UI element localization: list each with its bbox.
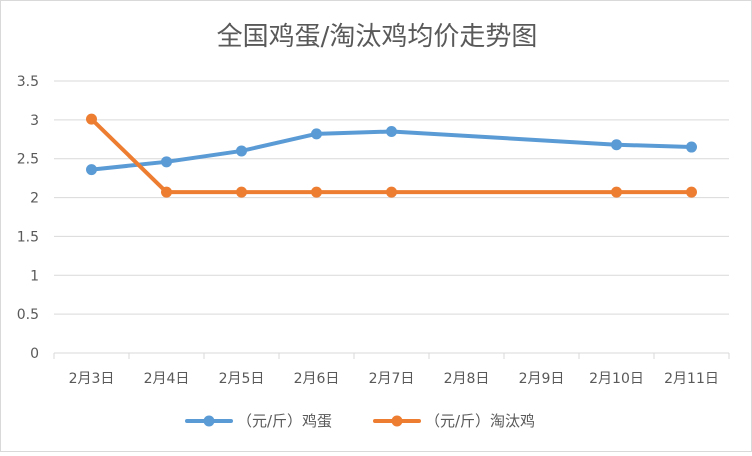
x-tick-label: 2月11日 xyxy=(664,371,719,387)
y-axis-ticks: 0 0.5 1 1.5 2 2.5 3 3.5 xyxy=(17,74,39,362)
x-tick-label: 2月3日 xyxy=(69,371,115,387)
legend: （元/斤）鸡蛋 （元/斤）淘汰鸡 xyxy=(185,412,535,430)
x-tick-label: 2月4日 xyxy=(144,371,190,387)
y-tick-label: 0.5 xyxy=(17,307,39,323)
y-tick-label: 3.5 xyxy=(17,74,39,90)
legend-label-2: （元/斤）淘汰鸡 xyxy=(425,412,535,430)
y-tick-label: 1.5 xyxy=(17,229,39,245)
x-tick-label: 2月10日 xyxy=(589,371,644,387)
legend-swatch-marker xyxy=(391,415,403,427)
data-point xyxy=(311,128,322,140)
data-point xyxy=(686,141,697,153)
data-point xyxy=(611,139,622,151)
x-tick-label: 2月5日 xyxy=(219,371,265,387)
data-point xyxy=(386,126,397,138)
data-point xyxy=(236,145,247,157)
gridlines xyxy=(54,80,729,354)
x-tick-label: 2月6日 xyxy=(294,371,340,387)
data-point xyxy=(611,186,622,198)
y-tick-label: 2.5 xyxy=(17,152,39,168)
data-point xyxy=(161,156,172,168)
data-point xyxy=(86,113,97,125)
y-tick-label: 3 xyxy=(30,113,39,129)
data-point xyxy=(161,186,172,198)
legend-label-1: （元/斤）鸡蛋 xyxy=(237,412,332,430)
x-tick-label: 2月9日 xyxy=(519,371,565,387)
data-point xyxy=(686,186,697,198)
series-line-1 xyxy=(89,129,694,172)
y-tick-label: 2 xyxy=(30,191,39,207)
x-tick-label: 2月8日 xyxy=(444,371,490,387)
data-point xyxy=(386,186,397,198)
y-tick-label: 1 xyxy=(30,268,39,284)
y-tick-label: 0 xyxy=(30,346,39,362)
legend-swatch-marker xyxy=(203,415,215,427)
series-lines xyxy=(86,113,697,198)
chart-title: 全国鸡蛋/淘汰鸡均价走势图 xyxy=(217,22,538,52)
data-point xyxy=(86,164,97,176)
data-point xyxy=(236,186,247,198)
data-point xyxy=(311,186,322,198)
x-tick-label: 2月7日 xyxy=(369,371,415,387)
x-axis: 2月3日 2月4日 2月5日 2月6日 2月7日 2月8日 2月9日 2月10日 2月11日 xyxy=(53,353,730,387)
